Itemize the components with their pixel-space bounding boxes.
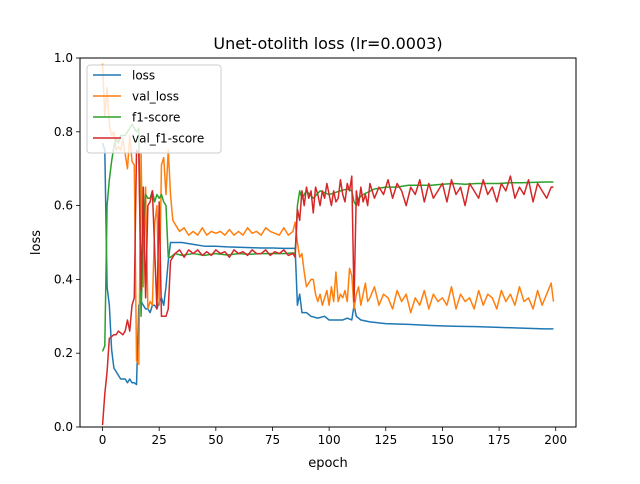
series-line-loss [101,142,554,386]
legend-label-val_loss: val_loss [132,90,179,104]
y-axis-label: loss [29,230,44,255]
x-tick-label: 75 [265,433,280,447]
x-axis: 0 25 50 75 100 125 150 175 200 [99,427,567,447]
x-tick-label: 175 [488,433,511,447]
y-tick-label: 0.8 [54,125,73,139]
y-tick-label: 0.0 [54,420,73,434]
series-line-val_loss [101,63,555,366]
x-axis-label: epoch [308,456,348,471]
y-tick-label: 0.4 [54,272,73,286]
x-tick-label: 0 [99,433,107,447]
series-line-val_f1-score [101,149,554,426]
legend-box [86,64,222,154]
y-axis: 0.0 0.2 0.4 0.6 0.8 1.0 [54,51,80,434]
x-tick-label: 25 [152,433,167,447]
x-tick-label: 100 [318,433,341,447]
legend: loss val_loss f1-score val_f1-score [86,64,222,154]
series-line-f1-score [101,123,554,352]
chart-title: Unet-otolith loss (lr=0.0003) [213,34,442,53]
x-tick-label: 50 [208,433,223,447]
y-tick-label: 0.2 [54,346,73,360]
x-tick-label: 200 [544,433,567,447]
legend-label-val_f1-score: val_f1-score [132,132,204,146]
legend-label-f1-score: f1-score [132,111,180,125]
legend-label-loss: loss [132,69,155,83]
x-tick-label: 125 [374,433,397,447]
x-tick-label: 150 [431,433,454,447]
axes-frame [79,57,577,428]
y-tick-label: 1.0 [54,51,73,65]
y-tick-label: 0.6 [54,199,73,213]
